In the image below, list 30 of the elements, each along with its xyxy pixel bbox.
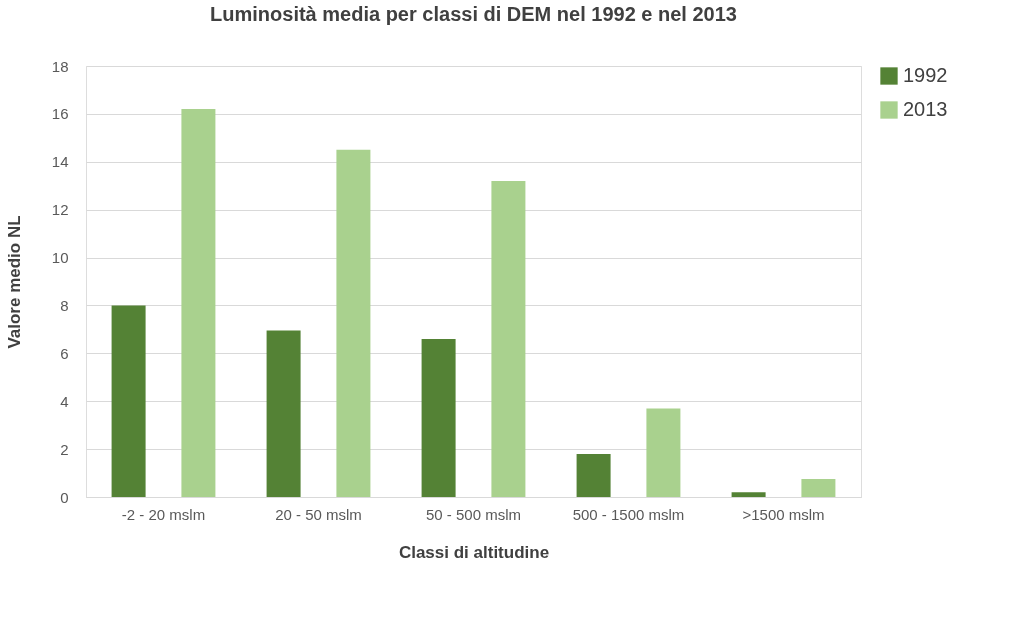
bar xyxy=(646,408,681,497)
bar xyxy=(336,149,371,497)
y-tick-label: 10 xyxy=(51,249,69,267)
bar xyxy=(731,492,766,497)
y-tick-label: 0 xyxy=(60,488,69,506)
x-tick-label: -2 - 20 mslm xyxy=(121,505,206,523)
y-tick-label: 16 xyxy=(51,105,69,123)
y-tick-label: 14 xyxy=(51,153,69,171)
legend-label: 2013 xyxy=(903,98,948,120)
bar xyxy=(421,338,456,497)
x-tick-label: >1500 mslm xyxy=(742,505,825,523)
y-tick-label: 8 xyxy=(60,296,69,314)
bar xyxy=(576,453,611,497)
bar xyxy=(491,180,526,497)
x-tick-label: 500 - 1500 mslm xyxy=(572,505,685,523)
y-tick-label: 6 xyxy=(60,344,69,362)
y-tick-label: 2 xyxy=(60,440,69,458)
y-axis-title: Valore medio NL xyxy=(4,215,24,349)
bar xyxy=(111,305,146,497)
y-tick-label: 18 xyxy=(51,57,69,75)
chart-title: Luminosità media per classi di DEM nel 1992 e nel 2013 xyxy=(210,3,737,25)
bar xyxy=(266,330,301,497)
y-tick-label: 4 xyxy=(60,392,69,410)
x-tick-label: 50 - 500 mslm xyxy=(425,505,522,523)
bar xyxy=(801,479,836,497)
legend-label: 1992 xyxy=(903,64,948,86)
x-tick-label: 20 - 50 mslm xyxy=(275,505,362,523)
bar xyxy=(181,109,216,497)
y-tick-label: 12 xyxy=(51,201,69,219)
x-axis-title: Classi di altitudine xyxy=(398,542,550,562)
